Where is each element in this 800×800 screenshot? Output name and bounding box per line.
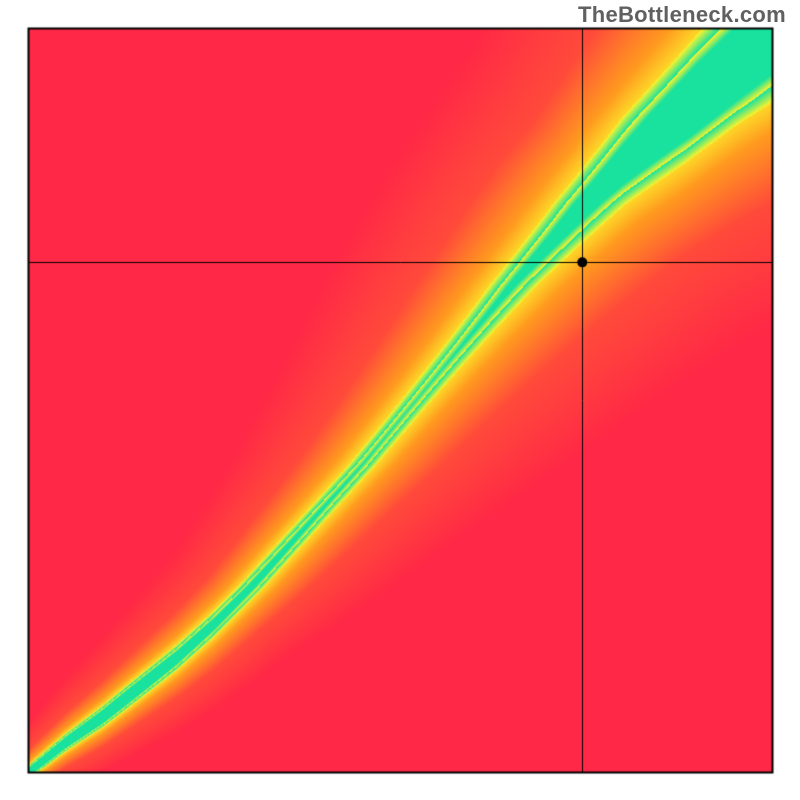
chart-container: TheBottleneck.com xyxy=(0,0,800,800)
bottleneck-heatmap-canvas xyxy=(0,0,800,800)
watermark-text: TheBottleneck.com xyxy=(578,2,786,28)
